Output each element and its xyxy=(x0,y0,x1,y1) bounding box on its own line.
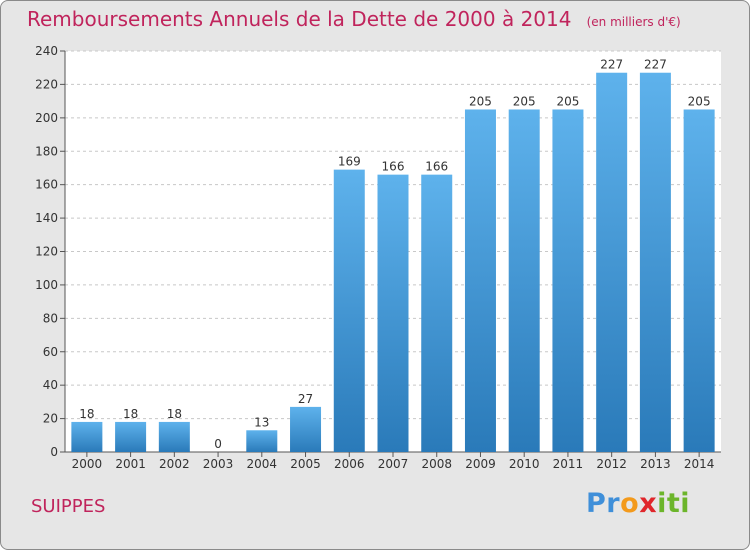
data-label: 13 xyxy=(254,415,269,429)
y-tick-label: 160 xyxy=(35,178,58,192)
bar xyxy=(71,421,103,452)
y-tick-label: 140 xyxy=(35,211,58,225)
y-tick-label: 100 xyxy=(35,278,58,292)
data-label: 18 xyxy=(123,407,138,421)
bar xyxy=(683,109,715,453)
x-tick-label: 2012 xyxy=(596,457,627,471)
data-label: 166 xyxy=(382,160,405,174)
bar xyxy=(158,421,190,452)
data-label: 0 xyxy=(214,437,222,451)
x-tick-label: 2003 xyxy=(203,457,234,471)
x-tick-label: 2014 xyxy=(684,457,715,471)
brand-letter: o xyxy=(620,488,640,519)
brand-letter: x xyxy=(639,488,658,519)
x-tick-label: 2007 xyxy=(378,457,409,471)
bar xyxy=(377,174,409,452)
x-tick-label: 2013 xyxy=(640,457,671,471)
data-label: 18 xyxy=(79,407,94,421)
bar xyxy=(552,109,584,453)
y-tick-label: 120 xyxy=(35,245,58,259)
x-tick-label: 2009 xyxy=(465,457,496,471)
bar xyxy=(639,72,671,453)
chart-title: Remboursements Annuels de la Dette de 20… xyxy=(27,7,572,31)
x-tick-label: 2001 xyxy=(115,457,146,471)
brand-letter: i xyxy=(680,488,691,519)
data-label: 205 xyxy=(469,94,492,108)
y-tick-label: 20 xyxy=(43,412,58,426)
x-tick-label: 2006 xyxy=(334,457,365,471)
data-label: 205 xyxy=(556,94,579,108)
bar xyxy=(508,109,540,453)
y-tick-label: 200 xyxy=(35,111,58,125)
brand-letter: P xyxy=(586,488,607,519)
chart-unit: (en milliers d'€) xyxy=(586,15,681,29)
place-label: SUIPPES xyxy=(31,496,106,517)
bar xyxy=(115,421,147,452)
brand-logo: Proxiti xyxy=(586,488,690,519)
data-label: 227 xyxy=(600,58,623,72)
brand-letter: r xyxy=(606,488,621,519)
data-label: 18 xyxy=(167,407,182,421)
data-label: 169 xyxy=(338,155,361,169)
x-tick-label: 2004 xyxy=(247,457,278,471)
y-tick-label: 240 xyxy=(35,44,58,58)
data-label: 205 xyxy=(688,94,711,108)
data-label: 227 xyxy=(644,58,667,72)
y-tick-label: 80 xyxy=(43,311,58,325)
y-tick-label: 180 xyxy=(35,144,58,158)
y-tick-label: 0 xyxy=(50,445,58,459)
y-tick-label: 220 xyxy=(35,77,58,91)
bar xyxy=(290,406,322,452)
x-tick-label: 2002 xyxy=(159,457,190,471)
bar xyxy=(246,430,278,452)
data-label: 27 xyxy=(298,392,313,406)
data-label: 166 xyxy=(425,160,448,174)
x-tick-label: 2011 xyxy=(553,457,584,471)
x-tick-label: 2005 xyxy=(290,457,321,471)
brand-letter: i xyxy=(657,488,667,519)
bar xyxy=(596,72,628,453)
bar xyxy=(421,174,453,452)
bar xyxy=(333,169,365,453)
y-tick-label: 60 xyxy=(43,345,58,359)
bar xyxy=(464,109,496,453)
title-row: Remboursements Annuels de la Dette de 20… xyxy=(27,7,681,31)
brand-letter: t xyxy=(666,488,681,519)
x-tick-label: 2008 xyxy=(421,457,452,471)
x-tick-label: 2010 xyxy=(509,457,540,471)
data-label: 205 xyxy=(513,94,536,108)
y-tick-label: 40 xyxy=(43,378,58,392)
x-tick-label: 2000 xyxy=(72,457,103,471)
